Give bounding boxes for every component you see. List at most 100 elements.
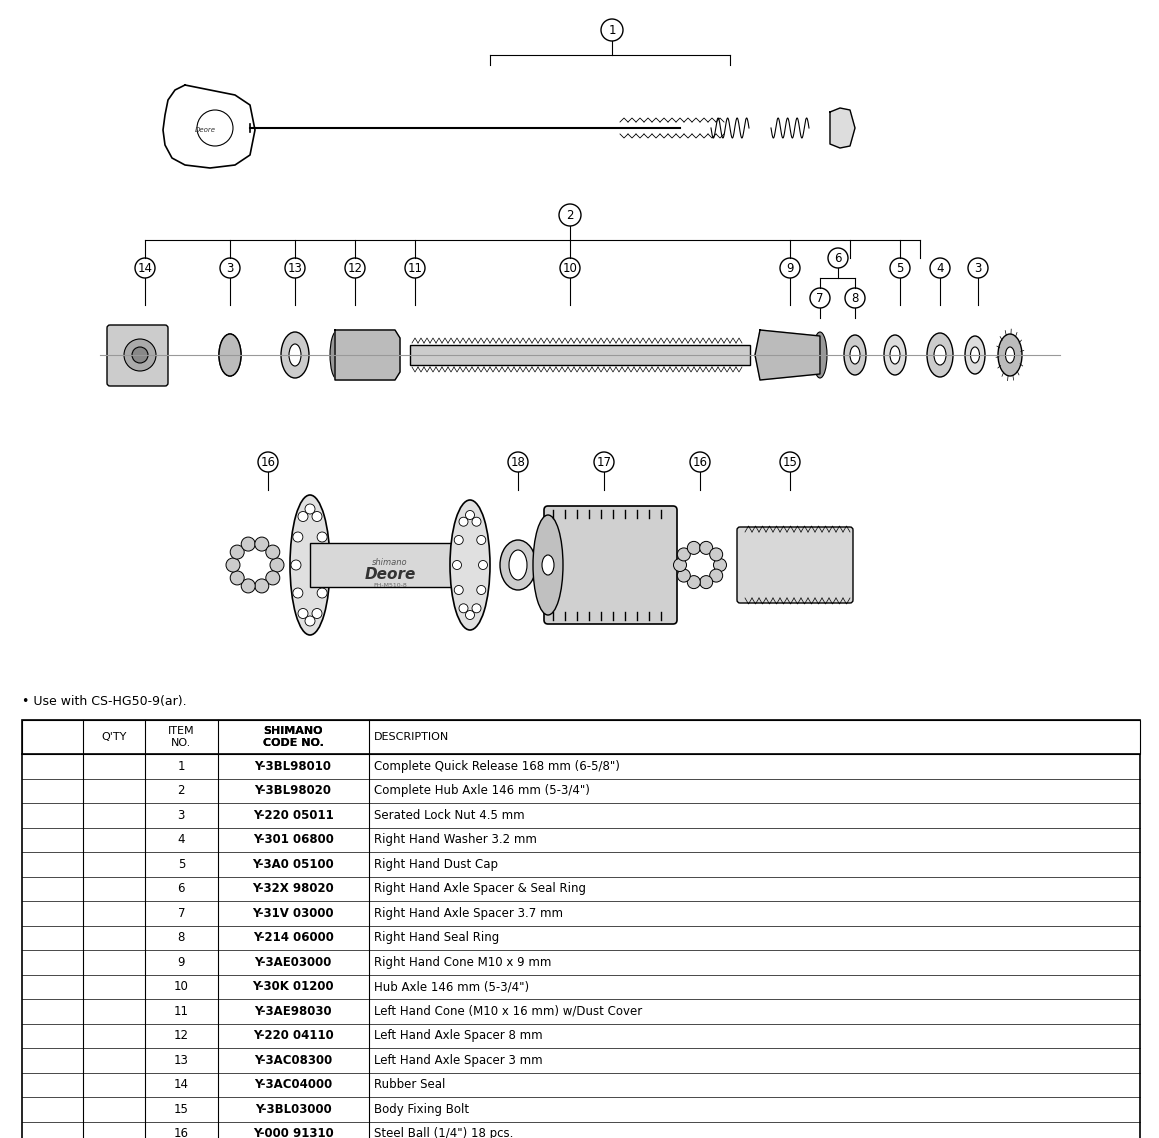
- Polygon shape: [335, 330, 400, 380]
- Text: Hub Axle 146 mm (5-3/4"): Hub Axle 146 mm (5-3/4"): [373, 980, 529, 993]
- Circle shape: [459, 517, 468, 526]
- Circle shape: [319, 560, 329, 570]
- Text: 14: 14: [138, 262, 153, 274]
- Text: Left Hand Axle Spacer 8 mm: Left Hand Axle Spacer 8 mm: [373, 1029, 542, 1042]
- Text: Y-000 91310: Y-000 91310: [253, 1128, 334, 1138]
- Circle shape: [452, 561, 461, 569]
- Ellipse shape: [533, 516, 563, 615]
- Circle shape: [476, 585, 486, 594]
- Text: 1: 1: [177, 760, 185, 773]
- Circle shape: [124, 339, 156, 371]
- Ellipse shape: [500, 541, 535, 589]
- Ellipse shape: [330, 331, 344, 379]
- Text: 2: 2: [567, 208, 574, 222]
- Circle shape: [298, 511, 308, 521]
- Text: FH-M510-8: FH-M510-8: [373, 583, 407, 587]
- Text: 9: 9: [177, 956, 185, 968]
- Circle shape: [700, 542, 713, 554]
- Circle shape: [231, 571, 245, 585]
- Circle shape: [709, 569, 723, 582]
- Circle shape: [714, 559, 727, 571]
- Circle shape: [255, 579, 269, 593]
- Text: Deore: Deore: [195, 127, 216, 133]
- Circle shape: [270, 558, 284, 572]
- Polygon shape: [755, 330, 821, 380]
- Text: 3: 3: [975, 262, 982, 274]
- Text: 2: 2: [177, 784, 185, 798]
- Ellipse shape: [219, 333, 241, 376]
- FancyBboxPatch shape: [544, 506, 677, 624]
- Text: Y-3AE98030: Y-3AE98030: [254, 1005, 331, 1017]
- Circle shape: [312, 511, 322, 521]
- Ellipse shape: [812, 332, 828, 378]
- Ellipse shape: [844, 335, 866, 376]
- Text: 11: 11: [408, 262, 423, 274]
- Text: SHIMANO
CODE NO.: SHIMANO CODE NO.: [263, 726, 323, 748]
- Text: Y-220 04110: Y-220 04110: [253, 1029, 334, 1042]
- FancyBboxPatch shape: [309, 543, 471, 587]
- Text: SHIMANO
CODE NO.: SHIMANO CODE NO.: [263, 726, 323, 748]
- Text: Serated Lock Nut 4.5 mm: Serated Lock Nut 4.5 mm: [373, 809, 524, 822]
- Text: 15: 15: [174, 1103, 189, 1115]
- Text: Right Hand Dust Cap: Right Hand Dust Cap: [373, 858, 497, 871]
- Circle shape: [476, 536, 486, 544]
- Text: Right Hand Axle Spacer & Seal Ring: Right Hand Axle Spacer & Seal Ring: [373, 882, 585, 896]
- Text: 5: 5: [896, 262, 904, 274]
- Text: 10: 10: [174, 980, 189, 993]
- Text: 4: 4: [936, 262, 943, 274]
- Text: Rubber Seal: Rubber Seal: [373, 1078, 445, 1091]
- Ellipse shape: [998, 333, 1022, 376]
- Text: 4: 4: [177, 833, 185, 847]
- Text: 1: 1: [608, 24, 615, 36]
- Text: 17: 17: [597, 455, 612, 469]
- Ellipse shape: [225, 345, 235, 365]
- Circle shape: [466, 610, 474, 619]
- Text: Y-3BL03000: Y-3BL03000: [255, 1103, 331, 1115]
- Circle shape: [318, 531, 327, 542]
- Text: Y-3BL98010: Y-3BL98010: [255, 760, 331, 773]
- FancyBboxPatch shape: [737, 527, 853, 603]
- Text: Complete Hub Axle 146 mm (5-3/4"): Complete Hub Axle 146 mm (5-3/4"): [373, 784, 590, 798]
- Text: 7: 7: [177, 907, 185, 920]
- Text: 18: 18: [511, 455, 525, 469]
- Text: 12: 12: [174, 1029, 189, 1042]
- Text: 16: 16: [174, 1128, 189, 1138]
- Text: 14: 14: [174, 1078, 189, 1091]
- Text: Y-3AC04000: Y-3AC04000: [254, 1078, 333, 1091]
- Circle shape: [318, 588, 327, 597]
- Text: Right Hand Seal Ring: Right Hand Seal Ring: [373, 931, 498, 945]
- Polygon shape: [830, 108, 855, 148]
- Text: 13: 13: [174, 1054, 189, 1066]
- Circle shape: [255, 537, 269, 551]
- Text: 15: 15: [782, 455, 797, 469]
- Text: 12: 12: [348, 262, 363, 274]
- Ellipse shape: [1006, 347, 1014, 363]
- Text: 8: 8: [852, 291, 859, 305]
- Ellipse shape: [850, 346, 860, 364]
- Circle shape: [312, 609, 322, 618]
- Ellipse shape: [965, 336, 985, 374]
- Text: 3: 3: [226, 262, 234, 274]
- Text: Y-301 06800: Y-301 06800: [253, 833, 334, 847]
- Ellipse shape: [280, 332, 309, 378]
- Ellipse shape: [927, 333, 953, 377]
- Circle shape: [241, 537, 255, 551]
- Text: Y-3AE03000: Y-3AE03000: [255, 956, 331, 968]
- Bar: [22, 720, 1140, 754]
- Text: Deore: Deore: [364, 567, 416, 582]
- Text: ITEM
NO.: ITEM NO.: [168, 726, 195, 748]
- Text: • Use with CS-HG50-9(ar).: • Use with CS-HG50-9(ar).: [22, 695, 187, 708]
- Circle shape: [265, 545, 279, 559]
- Circle shape: [479, 561, 488, 569]
- Text: Y-31V 03000: Y-31V 03000: [253, 907, 334, 920]
- Text: 9: 9: [786, 262, 794, 274]
- Text: 6: 6: [177, 882, 185, 896]
- Circle shape: [305, 504, 315, 514]
- Circle shape: [298, 609, 308, 618]
- Text: Body Fixing Bolt: Body Fixing Bolt: [373, 1103, 468, 1115]
- Circle shape: [677, 569, 691, 582]
- Text: 16: 16: [692, 455, 707, 469]
- Ellipse shape: [450, 500, 490, 630]
- Circle shape: [459, 604, 468, 612]
- Text: 10: 10: [562, 262, 577, 274]
